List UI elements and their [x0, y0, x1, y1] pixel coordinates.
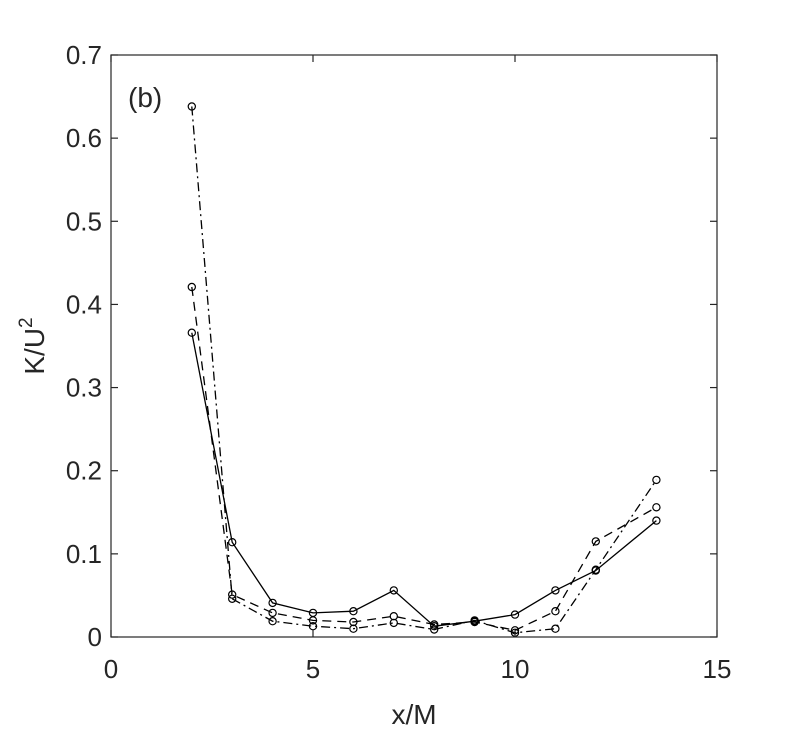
data-point	[227, 590, 237, 599]
x-tick-label: 0	[104, 654, 118, 684]
data-point	[268, 608, 277, 618]
data-point	[591, 537, 601, 546]
series-layer	[187, 102, 661, 638]
y-tick-label: 0.1	[66, 539, 102, 569]
data-point	[551, 624, 560, 633]
y-axis-label-superscript: 2	[16, 317, 37, 328]
data-point	[268, 598, 277, 608]
panel-label: (b)	[128, 82, 162, 113]
data-point	[227, 538, 237, 547]
plot-background	[111, 55, 717, 637]
data-point	[308, 622, 318, 631]
data-point	[510, 610, 520, 619]
plot-frame	[110, 54, 718, 638]
y-tick-label: 0.4	[66, 289, 102, 319]
data-point	[652, 475, 661, 485]
y-axis-label-base: K/U	[19, 328, 50, 375]
data-point	[187, 102, 196, 111]
y-axis-label: K/U2	[16, 317, 50, 374]
data-point	[349, 624, 358, 633]
y-tick-label: 0.2	[66, 456, 102, 486]
y-tick-label: 0.5	[66, 206, 102, 236]
data-point	[389, 586, 398, 595]
data-point	[187, 328, 196, 337]
data-point	[652, 503, 661, 512]
data-point	[308, 616, 318, 625]
data-point	[389, 618, 398, 628]
x-tick-label: 15	[703, 654, 732, 684]
series-line-dash-dot	[191, 106, 657, 634]
y-tick-label: 0.7	[66, 40, 102, 70]
series-dashed	[187, 282, 661, 635]
series-line-dashed	[191, 286, 657, 631]
data-point	[551, 607, 560, 616]
y-tick-label: 0	[88, 622, 102, 652]
series-line-solid	[191, 332, 657, 627]
x-axis-label: x/M	[391, 699, 436, 730]
data-point	[470, 616, 479, 625]
data-point	[227, 594, 237, 604]
x-tick-label: 10	[501, 654, 530, 684]
x-tick-label: 5	[306, 654, 320, 684]
series-dash-dot	[187, 102, 661, 638]
data-point	[652, 516, 661, 525]
ticks-layer: 0 5 10 15 0 0.1 0.2 0.3 0.4 0.5 0.6 0.7	[66, 40, 732, 684]
data-point	[591, 565, 601, 574]
data-point	[187, 282, 196, 292]
data-point	[551, 586, 560, 595]
y-tick-label: 0.3	[66, 373, 102, 403]
data-point	[268, 617, 277, 626]
y-tick-label: 0.6	[66, 123, 102, 153]
data-point	[430, 625, 439, 634]
data-point	[430, 620, 439, 629]
data-point	[349, 607, 358, 616]
